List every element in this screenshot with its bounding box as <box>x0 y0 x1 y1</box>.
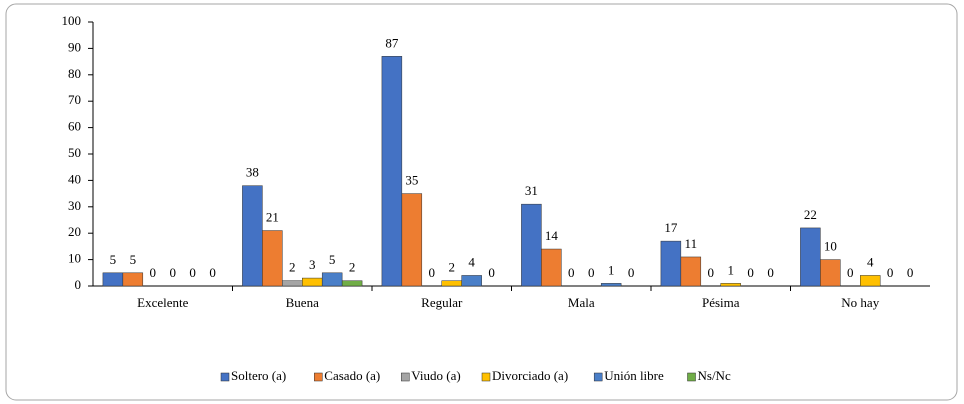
bar <box>541 248 562 287</box>
legend-swatch <box>593 372 603 382</box>
x-tick-label: Regular <box>421 295 463 310</box>
y-tick-label: 0 <box>75 277 82 292</box>
data-label: 2 <box>289 260 296 275</box>
data-label: 4 <box>867 254 874 269</box>
bar <box>521 203 542 287</box>
bar <box>381 56 403 287</box>
x-tick-label: Mala <box>568 295 595 310</box>
y-tick-label: 70 <box>68 92 81 107</box>
x-tick-label: No hay <box>841 295 879 310</box>
chart-frame <box>5 3 958 401</box>
data-label: 0 <box>708 265 715 280</box>
y-tick-label: 80 <box>68 66 81 81</box>
legend-label: Divorciado (a) <box>492 368 568 383</box>
data-label: 0 <box>907 265 914 280</box>
legend-label: Unión libre <box>604 368 664 383</box>
y-tick-label: 30 <box>68 198 81 213</box>
y-tick-label: 60 <box>68 119 81 134</box>
data-label: 0 <box>189 265 196 280</box>
data-label: 5 <box>329 252 336 267</box>
legend-label: Ns/Nc <box>698 368 731 383</box>
x-tick-label: Excelente <box>137 295 188 310</box>
data-label: 0 <box>588 265 595 280</box>
data-label: 0 <box>429 265 436 280</box>
y-tick-label: 90 <box>68 39 81 54</box>
bar <box>800 227 821 287</box>
bar <box>102 272 124 287</box>
legend-swatch <box>314 372 323 382</box>
data-label: 0 <box>887 265 894 280</box>
data-label: 38 <box>246 165 259 180</box>
bar <box>341 280 363 287</box>
y-tick-label: 100 <box>62 13 82 28</box>
legend-swatch <box>481 372 491 382</box>
x-tick-label: Buena <box>286 295 319 310</box>
data-label: 87 <box>385 35 399 50</box>
bar <box>860 275 881 287</box>
bar <box>242 185 263 287</box>
bar <box>720 283 741 287</box>
data-label: 0 <box>488 265 495 280</box>
bar <box>302 277 323 287</box>
data-label: 1 <box>727 262 734 277</box>
data-label: 0 <box>150 265 157 280</box>
data-label: 0 <box>847 265 854 280</box>
data-label: 0 <box>568 265 575 280</box>
y-tick-label: 10 <box>68 251 81 266</box>
legend-swatch <box>401 372 410 382</box>
data-label: 0 <box>767 265 774 280</box>
data-label: 35 <box>405 173 418 188</box>
data-label: 0 <box>628 265 635 280</box>
data-label: 2 <box>349 260 356 275</box>
bar <box>321 272 343 287</box>
legend-label: Casado (a) <box>324 368 380 383</box>
legend-label: Soltero (a) <box>231 368 286 383</box>
data-label: 0 <box>747 265 754 280</box>
legend-swatch <box>220 372 230 382</box>
data-label: 5 <box>110 252 117 267</box>
legend-swatch <box>687 372 696 382</box>
data-label: 22 <box>804 207 817 222</box>
bar <box>282 280 303 287</box>
y-tick-label: 40 <box>68 171 81 186</box>
data-label: 0 <box>209 265 216 280</box>
bar <box>660 240 682 287</box>
data-label: 17 <box>664 220 678 235</box>
bar <box>401 193 423 287</box>
bar <box>122 272 144 287</box>
data-label: 0 <box>169 265 176 280</box>
y-tick-label: 20 <box>68 224 81 239</box>
bar <box>600 283 622 287</box>
legend-label: Viudo (a) <box>411 368 460 383</box>
bar <box>441 280 462 287</box>
x-tick-label: Pésima <box>702 295 740 310</box>
data-label: 3 <box>309 257 316 272</box>
data-label: 5 <box>130 252 137 267</box>
bar <box>680 256 702 287</box>
bar <box>820 259 841 287</box>
data-label: 14 <box>545 228 559 243</box>
data-label: 4 <box>468 254 475 269</box>
data-label: 10 <box>824 239 837 254</box>
data-label: 31 <box>525 183 538 198</box>
y-tick-label: 50 <box>68 145 81 160</box>
bar <box>262 230 283 287</box>
data-label: 21 <box>266 210 279 225</box>
bar <box>461 275 482 287</box>
data-label: 1 <box>608 262 615 277</box>
data-label: 2 <box>448 260 455 275</box>
data-label: 11 <box>685 236 698 251</box>
